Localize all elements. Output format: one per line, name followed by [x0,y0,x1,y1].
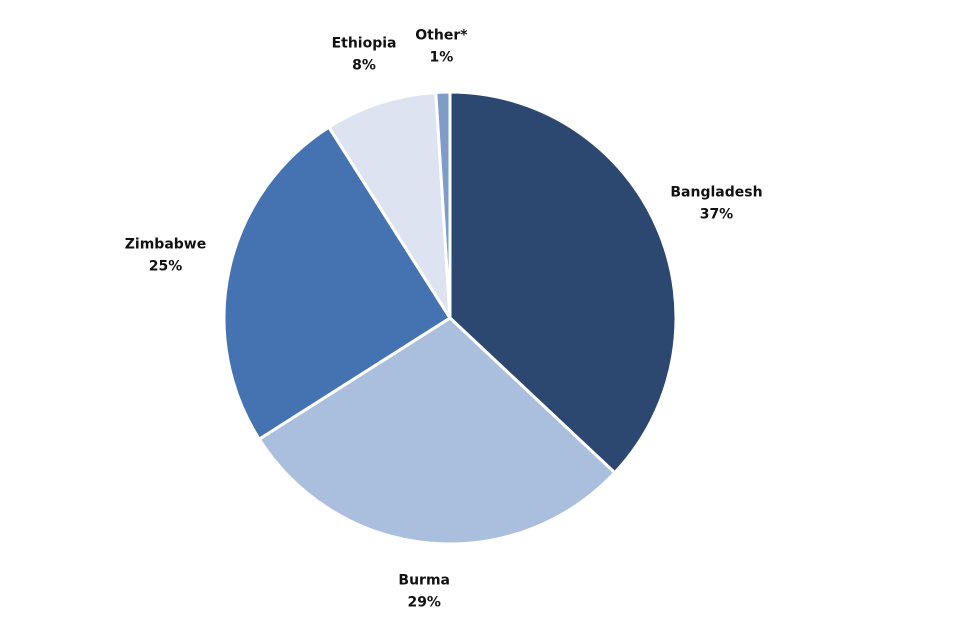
slice-label: Other* [415,28,468,44]
pie-slice [222,125,452,441]
slice-label: Burma [398,573,450,589]
pie-slice [448,90,678,475]
pie-slice [434,90,452,320]
slice-value-label: 8% [352,57,376,73]
slice-value-label: 29% [407,595,441,611]
slice-label: Zimbabwe [125,236,206,252]
pie-slice [327,90,452,320]
slice-value-label: 37% [700,207,734,223]
slice-value-label: 25% [149,258,183,274]
pie-slice [257,316,617,546]
slice-value-label: 1% [430,50,454,66]
slice-label: Bangladesh [670,185,762,201]
slice-label: Ethiopia [332,35,397,51]
